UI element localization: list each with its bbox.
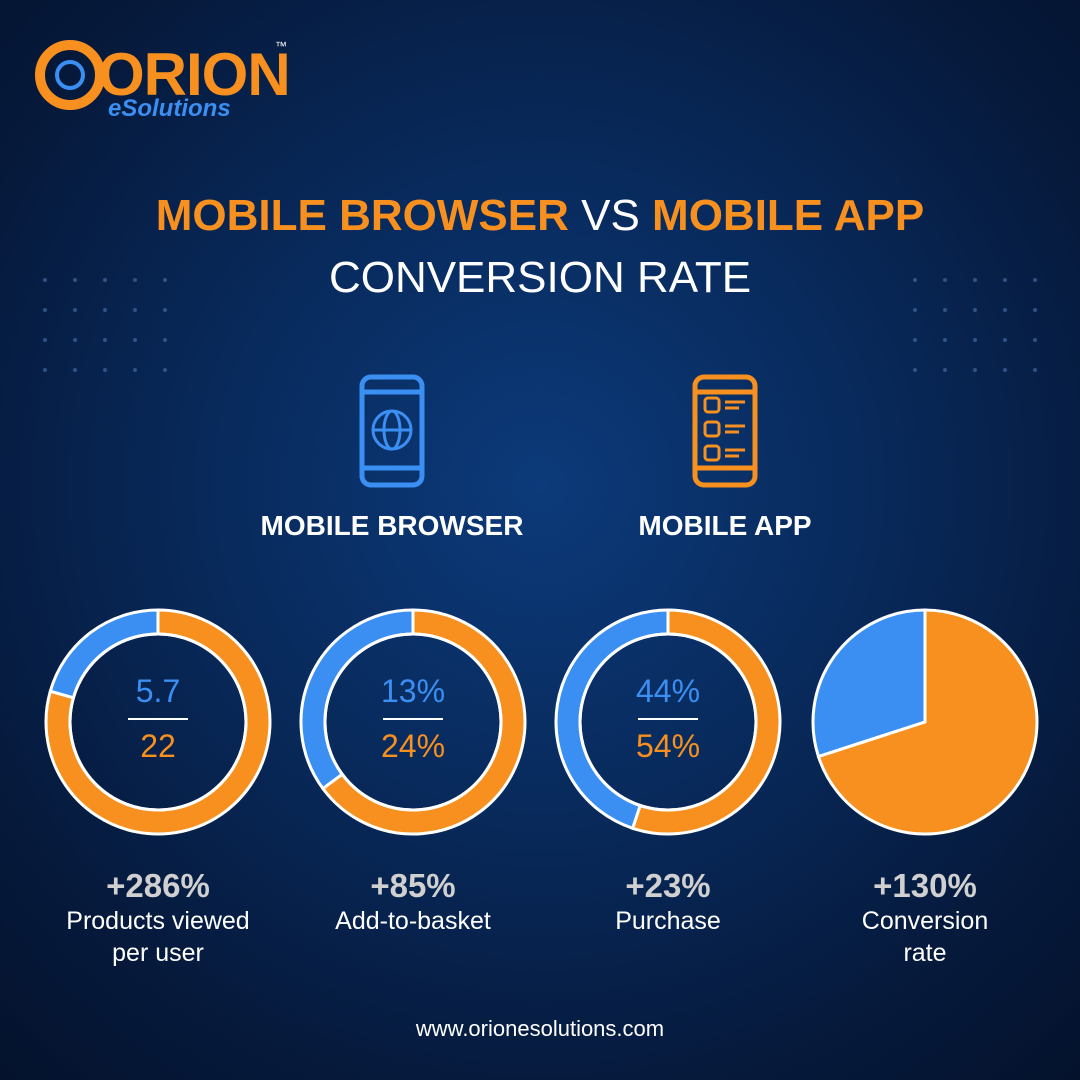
logo-name: ORION bbox=[98, 41, 290, 108]
caption: Conversion rate bbox=[861, 907, 989, 967]
ring-inner-border bbox=[323, 632, 503, 812]
title-line1: MOBILE BROWSER VS MOBILE APP bbox=[156, 191, 924, 240]
logo-tm: ™ bbox=[275, 39, 287, 53]
value-label: 24% bbox=[381, 728, 445, 764]
value-label: 44% bbox=[636, 673, 700, 709]
title-line2: CONVERSION RATE bbox=[329, 253, 751, 302]
value-label: 13% bbox=[381, 673, 445, 709]
legend-label: MOBILE APP bbox=[638, 510, 811, 541]
ring-inner-border bbox=[578, 632, 758, 812]
logo: ORION ™ eSolutions bbox=[35, 39, 291, 122]
title-part: MOBILE APP bbox=[652, 191, 924, 240]
caption: Add-to-basket bbox=[335, 907, 491, 935]
title-part: MOBILE BROWSER bbox=[156, 191, 569, 240]
footer-url: www.orionesolutions.com bbox=[415, 1016, 664, 1041]
logo-core bbox=[55, 60, 85, 90]
caption: Purchase bbox=[615, 907, 721, 935]
app-icon bbox=[692, 374, 758, 488]
pie-segment bbox=[816, 608, 1039, 836]
pie-segment bbox=[811, 608, 927, 759]
ring-inner-border bbox=[68, 632, 248, 812]
change-label: +85% bbox=[370, 867, 455, 904]
dot-grid bbox=[43, 278, 1037, 372]
value-label: 5.7 bbox=[136, 673, 180, 709]
change-label: +286% bbox=[106, 867, 210, 904]
title-part: VS bbox=[581, 191, 640, 240]
change-label: +23% bbox=[625, 867, 710, 904]
value-label: 54% bbox=[636, 728, 700, 764]
browser-icon bbox=[359, 374, 425, 488]
change-label: +130% bbox=[873, 867, 977, 904]
legend-label: MOBILE BROWSER bbox=[261, 510, 524, 541]
logo-ring bbox=[35, 40, 105, 110]
logo-tagline: eSolutions bbox=[108, 95, 231, 122]
caption: Products viewed per user bbox=[66, 907, 250, 967]
value-label: 22 bbox=[140, 728, 176, 764]
